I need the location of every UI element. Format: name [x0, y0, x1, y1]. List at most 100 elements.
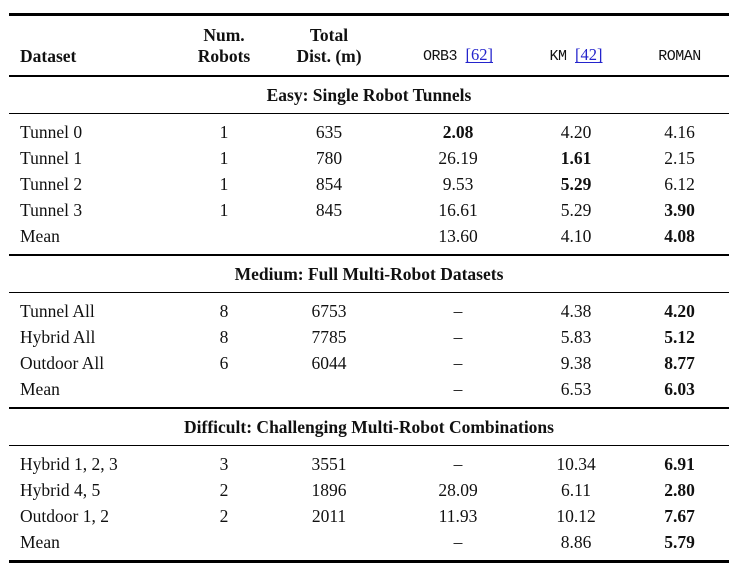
- section-rows: Hybrid 1, 2, 3 3 3551 – 10.34 6.91 Hybrid 4, 5…: [9, 446, 729, 562]
- citation-link-orb3[interactable]: [62]: [465, 45, 494, 64]
- section-title: Medium: Full Multi-Robot Datasets: [9, 254, 729, 293]
- cell-dataset: Tunnel 1: [20, 148, 83, 168]
- col-header-roman-label: ROMAN: [658, 48, 701, 65]
- cell-num-robots: [184, 529, 264, 562]
- cell-km: 8.86: [560, 532, 592, 552]
- table-header: Dataset Num. Robots Total Dist. (m) ORB3…: [9, 15, 729, 77]
- section-band: Easy: Single Robot Tunnels: [9, 75, 729, 114]
- table-row: Mean 13.60 4.10 4.08: [9, 223, 729, 255]
- results-table: Dataset Num. Robots Total Dist. (m) ORB3…: [9, 13, 729, 563]
- cell-roman: 6.12: [664, 174, 695, 194]
- col-header-orb3-label: ORB3: [422, 48, 458, 65]
- cell-dataset: Tunnel 0: [20, 122, 83, 142]
- cell-total-dist: [264, 376, 394, 408]
- table-row: Tunnel All 8 6753 – 4.38 4.20: [9, 293, 729, 325]
- cell-num-robots: [184, 376, 264, 408]
- cell-roman: 8.77: [664, 353, 695, 373]
- cell-total-dist: 7785: [311, 327, 347, 347]
- col-header-orb3: ORB3 [62]: [394, 15, 522, 77]
- cell-roman: 4.20: [664, 301, 695, 321]
- cell-num-robots: 2: [219, 506, 229, 526]
- col-header-num-robots-line1: Num.: [203, 25, 245, 45]
- cell-orb3: 2.08: [442, 122, 474, 142]
- cell-km: 1.61: [560, 148, 592, 168]
- section-title: Difficult: Challenging Multi-Robot Combi…: [9, 407, 729, 446]
- cell-dataset: Hybrid All: [20, 327, 96, 347]
- cell-dataset: Mean: [20, 532, 60, 552]
- cell-num-robots: 1: [219, 174, 229, 194]
- cell-num-robots: 8: [219, 301, 229, 321]
- cell-roman: 6.91: [664, 454, 695, 474]
- col-header-km-label: KM: [549, 48, 567, 65]
- col-header-total-dist-line2: Dist. (m): [296, 46, 362, 66]
- header-row: Dataset Num. Robots Total Dist. (m) ORB3…: [9, 15, 729, 77]
- table-row: Tunnel 1 1 780 26.19 1.61 2.15: [9, 145, 729, 171]
- section-band: Medium: Full Multi-Robot Datasets: [9, 254, 729, 293]
- table-row: Tunnel 3 1 845 16.61 5.29 3.90: [9, 197, 729, 223]
- cell-total-dist: 6044: [311, 353, 347, 373]
- table-row: Outdoor All 6 6044 – 9.38 8.77: [9, 350, 729, 376]
- cell-km: 6.53: [560, 379, 592, 399]
- cell-orb3: 16.61: [438, 200, 478, 220]
- cell-total-dist: 3551: [311, 454, 347, 474]
- col-header-num-robots: Num. Robots: [184, 15, 264, 77]
- cell-dataset: Mean: [20, 379, 60, 399]
- cell-num-robots: [184, 223, 264, 255]
- cell-total-dist: 635: [315, 122, 343, 142]
- table-row: Mean – 8.86 5.79: [9, 529, 729, 562]
- cell-dataset: Tunnel 3: [20, 200, 83, 220]
- col-header-km: KM [42]: [522, 15, 630, 77]
- col-header-num-robots-line2: Robots: [197, 46, 251, 66]
- cell-km: 5.29: [560, 200, 592, 220]
- cell-km: 10.34: [556, 454, 596, 474]
- cell-roman: 2.15: [664, 148, 695, 168]
- col-header-total-dist-line1: Total: [309, 25, 349, 45]
- section-band: Difficult: Challenging Multi-Robot Combi…: [9, 407, 729, 446]
- cell-km: 9.38: [560, 353, 592, 373]
- cell-total-dist: 6753: [311, 301, 347, 321]
- cell-roman: 3.90: [664, 200, 695, 220]
- col-header-roman: ROMAN: [630, 15, 729, 77]
- section-title-row: Medium: Full Multi-Robot Datasets: [9, 254, 729, 293]
- cell-orb3: –: [453, 327, 463, 347]
- cell-orb3: 28.09: [438, 480, 478, 500]
- cell-roman: 7.67: [664, 506, 695, 526]
- section-rows: Tunnel 0 1 635 2.08 4.20 4.16 Tunnel 1 1 780 26.1…: [9, 114, 729, 256]
- cell-total-dist: 854: [315, 174, 343, 194]
- cell-km: 4.38: [560, 301, 592, 321]
- cell-roman: 5.79: [664, 532, 695, 552]
- section-rows: Tunnel All 8 6753 – 4.38 4.20 Hybrid All 8 7785 –…: [9, 293, 729, 409]
- cell-km: 10.12: [556, 506, 596, 526]
- cell-orb3: –: [453, 353, 463, 373]
- cell-roman: 4.08: [664, 226, 695, 246]
- cell-num-robots: 3: [219, 454, 229, 474]
- cell-total-dist: 780: [315, 148, 343, 168]
- table-row: Tunnel 0 1 635 2.08 4.20 4.16: [9, 114, 729, 146]
- cell-dataset: Outdoor All: [20, 353, 105, 373]
- cell-total-dist: [264, 529, 394, 562]
- cell-roman: 4.16: [664, 122, 695, 142]
- col-header-dataset: Dataset: [9, 15, 184, 77]
- table-row: Hybrid All 8 7785 – 5.83 5.12: [9, 324, 729, 350]
- cell-orb3: 11.93: [438, 506, 478, 526]
- cell-total-dist: 2011: [311, 506, 347, 526]
- table-row: Outdoor 1, 2 2 2011 11.93 10.12 7.67: [9, 503, 729, 529]
- cell-orb3: –: [453, 454, 463, 474]
- cell-num-robots: 1: [219, 122, 229, 142]
- section-title-row: Easy: Single Robot Tunnels: [9, 75, 729, 114]
- cell-num-robots: 6: [219, 353, 229, 373]
- cell-num-robots: 1: [219, 200, 229, 220]
- cell-orb3: 26.19: [438, 148, 478, 168]
- cell-km: 5.29: [560, 174, 592, 194]
- cell-km: 6.11: [561, 480, 591, 500]
- cell-orb3: –: [453, 532, 463, 552]
- cell-roman: 5.12: [664, 327, 695, 347]
- col-header-total-dist: Total Dist. (m): [264, 15, 394, 77]
- cell-total-dist: [264, 223, 394, 255]
- cell-dataset: Hybrid 4, 5: [20, 480, 101, 500]
- section-title: Easy: Single Robot Tunnels: [9, 75, 729, 114]
- citation-link-km[interactable]: [42]: [575, 45, 603, 64]
- section-title-row: Difficult: Challenging Multi-Robot Combi…: [9, 407, 729, 446]
- cell-orb3: –: [453, 301, 463, 321]
